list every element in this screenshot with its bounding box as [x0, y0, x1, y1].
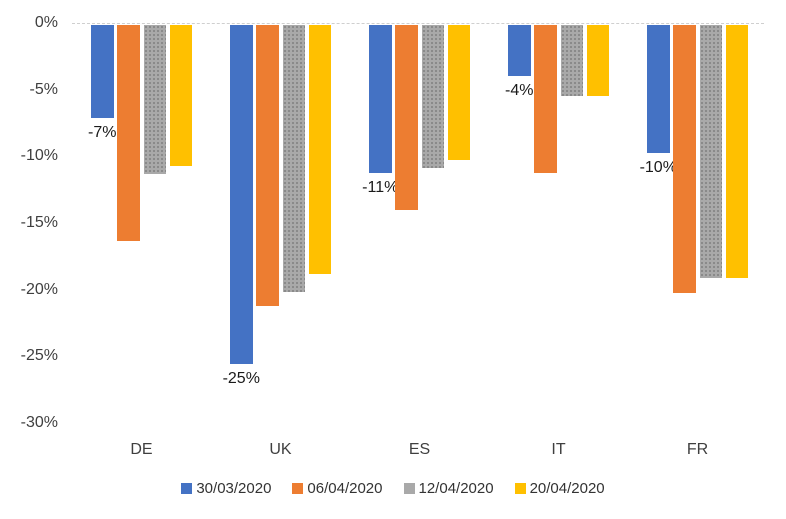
legend-label: 06/04/2020 — [307, 479, 383, 497]
y-axis-tick-label: -25% — [20, 347, 58, 365]
x-category-label-ES: ES — [408, 441, 431, 458]
bar-IT-30/03/2020 — [508, 25, 531, 76]
y-axis-tick-label: -30% — [20, 414, 58, 431]
bar-DE-30/03/2020 — [91, 25, 114, 118]
y-axis-tick-label: -20% — [20, 280, 58, 298]
x-category-label-UK: UK — [269, 441, 292, 458]
legend: 30/03/2020 06/04/2020 12/04/2020 20/04/2020 — [0, 479, 786, 497]
data-label-ES: -11% — [362, 179, 399, 196]
legend-item-30/03/2020: 30/03/2020 — [181, 480, 271, 497]
bar-FR-06/04/2020 — [673, 25, 696, 293]
legend-label: 30/03/2020 — [196, 479, 272, 497]
legend-swatch-06/04/2020 — [292, 482, 304, 494]
legend-label: 20/04/2020 — [529, 479, 605, 497]
y-axis-tick-label: -10% — [20, 147, 58, 165]
y-axis-tick-label: 0% — [34, 14, 58, 31]
bar-ES-30/03/2020 — [369, 25, 392, 173]
legend-swatch-12/04/2020 — [403, 482, 415, 494]
bar-ES-20/04/2020 — [447, 25, 471, 160]
legend-swatch-20/04/2020 — [514, 482, 526, 494]
bar-IT-20/04/2020 — [586, 25, 610, 96]
data-label-IT: -4% — [505, 82, 534, 99]
bar-IT-12/04/2020 — [560, 25, 584, 96]
x-category-label-FR: FR — [686, 441, 709, 458]
bar-DE-20/04/2020 — [169, 25, 193, 166]
data-label-UK: -25% — [222, 370, 260, 387]
bar-FR-12/04/2020 — [699, 25, 723, 278]
legend-label: 12/04/2020 — [418, 479, 494, 497]
y-axis-tick-label: -5% — [29, 80, 58, 98]
bar-UK-12/04/2020 — [282, 25, 306, 292]
bar-DE-12/04/2020 — [143, 25, 167, 174]
bar-IT-06/04/2020 — [534, 25, 557, 173]
legend-item-06/04/2020: 06/04/2020 — [292, 479, 383, 497]
data-label-DE: -7% — [88, 124, 117, 141]
x-category-label-DE: DE — [130, 441, 153, 458]
bar-FR-30/03/2020 — [647, 25, 670, 153]
bar-DE-06/04/2020 — [117, 25, 140, 241]
y-axis-tick-label: -15% — [20, 214, 58, 231]
data-label-FR: -10% — [639, 159, 677, 176]
bar-FR-20/04/2020 — [725, 25, 749, 278]
bar-ES-06/04/2020 — [395, 25, 418, 210]
bar-UK-20/04/2020 — [308, 25, 332, 274]
zero-axis-line — [72, 23, 764, 24]
bar-ES-12/04/2020 — [421, 25, 445, 168]
legend-item-12/04/2020: 12/04/2020 — [403, 479, 494, 497]
bar-UK-06/04/2020 — [256, 25, 279, 306]
legend-item-20/04/2020: 20/04/2020 — [514, 479, 605, 497]
legend-swatch-30/03/2020 — [181, 482, 193, 494]
bar-UK-30/03/2020 — [230, 25, 253, 364]
x-category-label-IT: IT — [551, 441, 566, 458]
